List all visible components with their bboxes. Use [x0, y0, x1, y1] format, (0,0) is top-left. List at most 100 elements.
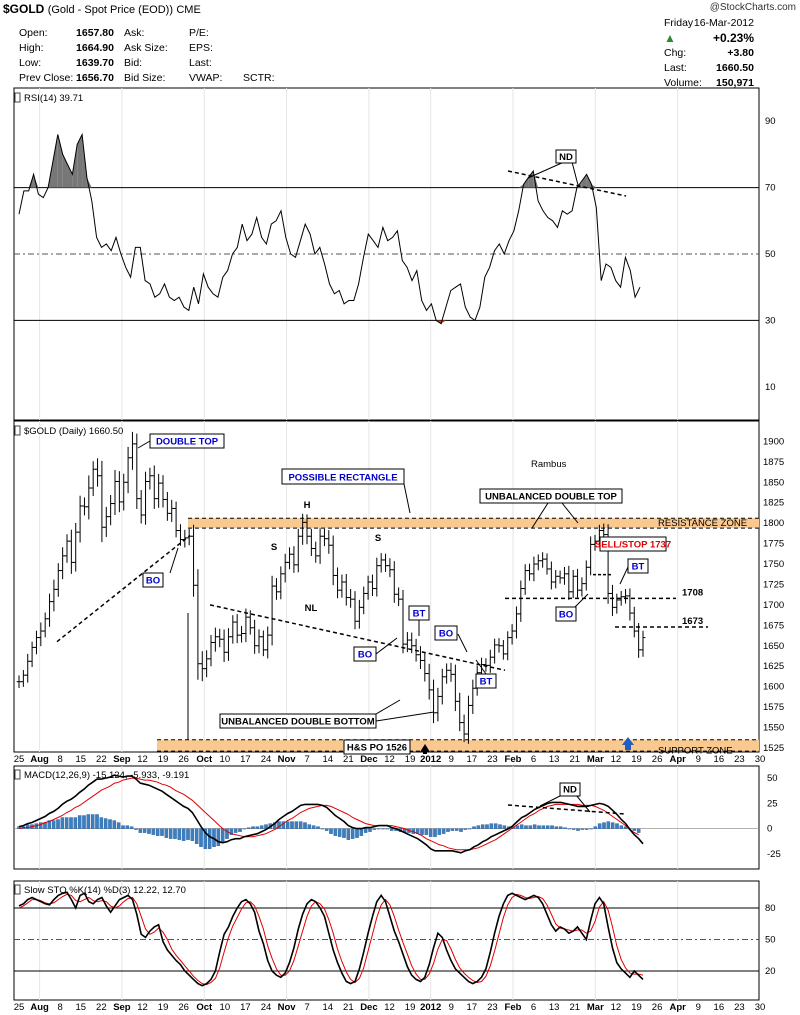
up-triangle-icon: ▲ — [664, 31, 676, 45]
macd-histogram-bar — [90, 814, 95, 829]
bo-label-sep-text: BO — [146, 576, 160, 587]
symbol-description: (Gold - Spot Price (EOD)) — [47, 4, 173, 16]
macd-histogram-bar — [216, 828, 221, 846]
x-axis-label-bottom: 8 — [58, 1002, 63, 1013]
panel-frame-sto — [13, 880, 760, 1001]
macd-histogram-bar — [337, 828, 342, 837]
macd-histogram-bar — [129, 826, 134, 829]
x-axis-label-price: 26 — [652, 754, 663, 765]
x-axis-label-bottom: Feb — [505, 1002, 522, 1013]
x-axis-label-price: 6 — [531, 754, 536, 765]
macd-histogram-bar — [450, 828, 455, 831]
low-value: 1639.70 — [76, 57, 114, 69]
chart-header: $GOLD (Gold - Spot Price (EOD)) CME @Sto… — [0, 0, 800, 91]
bo-pointer — [375, 637, 398, 655]
macd-histogram-bar — [225, 828, 229, 839]
macd-histogram-bar — [186, 828, 190, 840]
rsi-overbought-fill — [528, 171, 534, 188]
unbalanced-double-top-label-box — [479, 488, 623, 504]
x-axis-label-price: 7 — [305, 754, 310, 765]
bid-size-label: Bid Size: — [124, 72, 166, 84]
volume-value: 150,971 — [716, 77, 754, 89]
macd-histogram-bar — [459, 828, 463, 832]
rsi-overbought-fill — [67, 164, 73, 188]
macd-histogram-bar — [467, 828, 472, 830]
macd-histogram-bar — [142, 828, 147, 833]
hs-po-arrow-stem — [423, 748, 427, 754]
x-axis-label-bottom: Sep — [113, 1002, 131, 1013]
macd-histogram-bar — [77, 815, 82, 829]
rsi-y-tick: 70 — [765, 183, 776, 194]
macd-histogram-bar — [515, 825, 520, 829]
x-axis-label-price: 30 — [755, 754, 766, 765]
macd-histogram-bar — [567, 828, 572, 830]
x-axis-label-price: 23 — [487, 754, 498, 765]
x-axis-label-price: Oct — [196, 754, 213, 765]
left-shoulder-label: S — [271, 542, 277, 553]
macd-histogram-bar — [233, 828, 238, 833]
macd-histogram-bar — [528, 825, 533, 829]
x-axis-label-bottom: 15 — [75, 1002, 86, 1013]
price-y-tick: 1800 — [763, 518, 784, 529]
macd-histogram-bar — [545, 825, 550, 829]
rsi-nd-box — [555, 149, 577, 164]
macd-nd-label-box — [559, 782, 581, 797]
macd-histogram-bar — [463, 828, 468, 830]
x-axis-label-price: 9 — [696, 754, 701, 765]
macd-histogram-bar — [73, 817, 78, 829]
macd-histogram-bar — [51, 820, 56, 829]
rectangle-pointer — [403, 483, 411, 514]
symbol: $GOLD — [3, 2, 45, 16]
macd-histogram-bar — [593, 826, 598, 829]
macd-histogram-bar — [615, 823, 619, 829]
macd-histogram-bar — [121, 825, 125, 829]
macd-histogram-bar — [420, 828, 424, 835]
ohlc-labels: Open: High: Low: Prev Close: — [19, 26, 73, 86]
macd-nd-trendline — [507, 804, 626, 815]
x-axis-label-bottom: 21 — [343, 1002, 354, 1013]
macd-histogram-bar — [454, 828, 459, 831]
ask-size-label: Ask Size: — [124, 42, 168, 54]
macd-histogram-bar — [563, 827, 567, 829]
macd-histogram-bar — [502, 825, 507, 829]
macd-histogram-bar — [359, 828, 364, 836]
last-price-label: Last: — [664, 62, 687, 74]
macd-histogram-bar — [203, 828, 208, 849]
sctr-text: SCTR: — [243, 72, 275, 84]
bo-label-jan-text: BO — [439, 629, 453, 640]
x-axis-label-price: 25 — [14, 754, 25, 765]
macd-histogram-bar — [368, 828, 372, 832]
x-axis-label-bottom: 23 — [487, 1002, 498, 1013]
price-y-tick: 1650 — [763, 641, 784, 652]
macd-y-tick: -25 — [767, 849, 781, 860]
change-pct: +0.23% — [712, 31, 754, 45]
support-arrow-stem — [625, 744, 631, 750]
open-value: 1657.80 — [76, 27, 114, 39]
possible-rectangle-label-text: POSSIBLE RECTANGLE — [288, 473, 397, 484]
volume-row: Volume: 150,971 — [664, 76, 758, 91]
macd-histogram-bar — [485, 824, 489, 829]
price-y-tick: 1750 — [763, 559, 784, 570]
date-row: Friday 16-Mar-2012 — [664, 16, 758, 31]
ohlc-values: 1657.80 1664.90 1639.70 1656.70 — [74, 26, 114, 86]
sto-y-tick: 50 — [765, 935, 776, 946]
macd-histogram-bar — [580, 828, 585, 830]
price-y-tick: 1850 — [763, 477, 784, 488]
rsi-y-tick: 90 — [765, 116, 776, 127]
x-axis-label-bottom: 9 — [696, 1002, 701, 1013]
udb-pointer — [375, 711, 435, 722]
panel-frame-macd — [13, 765, 760, 870]
macd-y-tick: 0 — [767, 824, 772, 835]
x-axis-label-price: 22 — [96, 754, 107, 765]
macd-histogram-bar — [355, 828, 359, 838]
macd-histogram-bar — [246, 827, 251, 829]
x-axis-label-price: 16 — [714, 754, 725, 765]
sto-y-tick: 80 — [765, 903, 776, 914]
macd-histogram-bar — [173, 828, 177, 839]
macd-histogram-bar — [632, 828, 637, 831]
macd-histogram-bar — [363, 828, 368, 833]
unbalanced-double-bottom-label-text: UNBALANCED DOUBLE BOTTOM — [221, 717, 374, 728]
quote-summary: Friday 16-Mar-2012 ▲ +0.23% Chg: +3.80 L… — [664, 16, 758, 91]
x-axis-label-price: 13 — [549, 754, 560, 765]
